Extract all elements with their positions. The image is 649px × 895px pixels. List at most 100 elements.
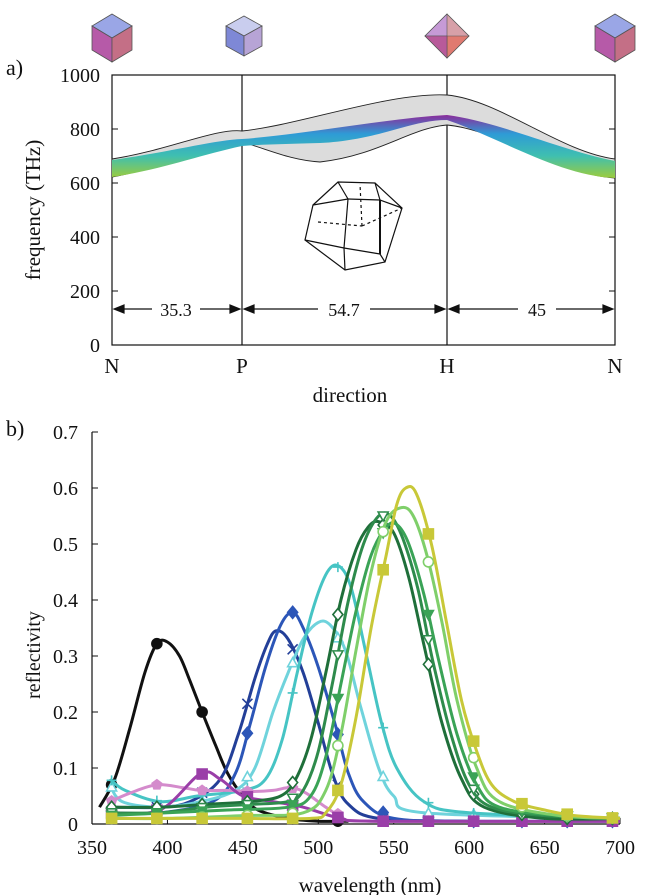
panel-b-ytick-label: 0.3 <box>53 646 78 668</box>
span-label-np: 35.3 <box>160 300 192 320</box>
panel-b-ytick-label: 0.4 <box>53 590 78 612</box>
series-line <box>107 519 621 821</box>
series-marker <box>376 511 390 523</box>
panel-a-xtick-h: H <box>439 354 454 378</box>
panel-b-ytick-label: 0.7 <box>53 422 78 444</box>
series-marker <box>467 784 481 796</box>
span-arrow-np <box>112 304 242 314</box>
panel-b-ytick-label: 0 <box>68 814 78 836</box>
panel-b-ytick-label: 0.5 <box>53 534 78 556</box>
series-marker <box>332 811 344 824</box>
series-marker <box>331 607 344 622</box>
series-marker <box>196 706 208 718</box>
panel-a-y-axis: 1000 800 600 400 200 0 <box>60 65 615 357</box>
series-line <box>108 619 621 820</box>
series-marker <box>151 637 163 650</box>
panel-a: a) <box>6 13 636 407</box>
panel-a-ytick-0: 0 <box>90 335 100 357</box>
panel-a-ylabel: frequency (THz) <box>21 140 45 281</box>
panel-a-xtick-p: P <box>236 354 248 378</box>
series-marker <box>423 797 434 808</box>
panel-b-axes: 350 400 450 500 550 600 650 700 0 0.1 0.2 0.3 0.4 0.5… <box>53 422 635 859</box>
series-marker <box>286 656 299 668</box>
series-3 <box>105 619 621 823</box>
panel-b-letter: b) <box>6 416 24 441</box>
panel-a-letter: a) <box>6 55 23 80</box>
panel-a-ytick-800: 800 <box>70 119 100 141</box>
series-line <box>107 511 621 820</box>
series-marker <box>105 812 118 825</box>
panel-b: b) reflectivity wavelength (nm) 350 400 45… <box>6 416 635 895</box>
panel-b-xtick-label: 600 <box>454 837 484 859</box>
series-line <box>107 505 621 821</box>
series-marker <box>241 812 254 825</box>
series-4 <box>106 562 621 824</box>
span-label-hn: 45 <box>528 300 546 320</box>
series-marker <box>467 772 481 784</box>
panel-b-xtick-label: 650 <box>530 837 560 859</box>
series-2 <box>114 605 621 829</box>
cube-icon-p <box>225 15 263 57</box>
series-marker <box>422 634 435 647</box>
series-marker <box>332 784 344 797</box>
series-marker <box>332 562 343 573</box>
series-marker <box>422 556 435 568</box>
series-marker <box>422 528 435 540</box>
span-arrow-hn <box>447 304 615 314</box>
series-marker <box>331 693 345 706</box>
span-label-ph: 54.7 <box>328 300 360 320</box>
series-marker <box>196 812 208 825</box>
series-marker <box>241 698 253 710</box>
series-marker <box>606 812 619 824</box>
span-arrow-ph <box>242 304 447 314</box>
series-marker <box>286 793 299 805</box>
series-marker <box>378 722 389 733</box>
panel-b-xtick-label: 400 <box>152 837 182 859</box>
panel-a-plot-frame <box>111 74 616 346</box>
series-11 <box>105 484 621 825</box>
series-marker <box>516 797 528 810</box>
series-marker <box>196 768 208 780</box>
cube-icon-n-left <box>91 13 133 63</box>
cube-icon-n-right <box>594 13 636 63</box>
series-marker <box>286 775 299 790</box>
panel-b-ytick-label: 0.1 <box>53 758 78 780</box>
series-marker <box>331 650 345 662</box>
panel-b-xtick-label: 700 <box>605 837 635 859</box>
series-marker <box>196 784 208 796</box>
panel-b-xlabel: wavelength (nm) <box>299 873 442 895</box>
panel-a-ytick-600: 600 <box>70 173 100 195</box>
panel-b-xtick-label: 550 <box>379 837 409 859</box>
series-marker <box>151 812 163 825</box>
panel-a-xtick-n-left: N <box>104 354 119 378</box>
series-marker <box>422 609 435 622</box>
panel-a-ytick-200: 200 <box>70 281 100 303</box>
panel-a-ytick-400: 400 <box>70 227 100 249</box>
dodecahedron-icon <box>304 181 403 271</box>
panel-a-ytick-1000: 1000 <box>60 65 100 87</box>
series-marker <box>422 815 435 828</box>
series-marker <box>151 778 163 790</box>
series-marker <box>241 769 254 782</box>
series-marker <box>286 800 299 812</box>
series-marker <box>467 815 480 828</box>
series-marker <box>286 605 299 620</box>
series-marker <box>377 563 389 576</box>
series-marker <box>286 812 299 825</box>
panel-b-xtick-label: 350 <box>77 837 107 859</box>
cube-icon-h <box>424 13 470 59</box>
series-marker <box>332 739 344 752</box>
panel-b-ytick-label: 0.2 <box>53 702 78 724</box>
band-colored <box>112 115 615 178</box>
series-marker <box>467 735 480 747</box>
series-marker <box>561 808 574 821</box>
panel-b-series-group <box>98 484 621 829</box>
panel-a-xtick-n-right: N <box>607 354 622 378</box>
panel-b-ylabel: reflectivity <box>23 611 45 699</box>
series-line <box>107 484 621 821</box>
panel-b-xtick-label: 500 <box>303 837 333 859</box>
panel-b-ytick-label: 0.6 <box>53 478 78 500</box>
series-marker <box>106 775 117 786</box>
series-marker <box>287 687 298 698</box>
